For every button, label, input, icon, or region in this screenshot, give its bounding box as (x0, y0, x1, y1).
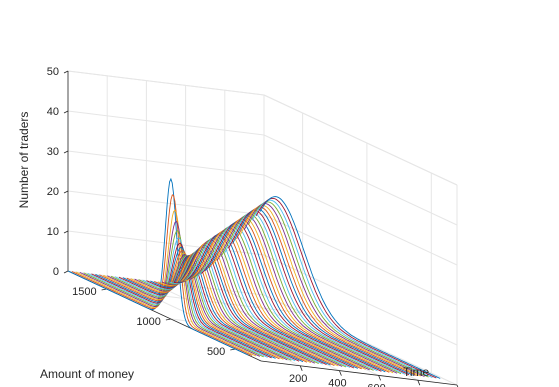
series-curve (181, 230, 362, 370)
z-tick-label: 40 (47, 106, 59, 118)
z-tick-mark (63, 190, 69, 194)
series-curve (114, 255, 296, 362)
gridline (67, 70, 265, 96)
series-curve (247, 201, 429, 378)
gridline (67, 230, 265, 256)
z-tick-mark (63, 230, 69, 234)
series-curve (154, 242, 335, 367)
z-tick-label: 20 (47, 186, 59, 198)
x-tick-label: 400 (328, 378, 346, 387)
z-tick-mark (63, 70, 69, 74)
series-curves (67, 177, 441, 379)
series-curve (126, 253, 308, 363)
x-tick-mark (417, 380, 421, 386)
series-curve (91, 242, 272, 359)
series-curve (107, 254, 288, 361)
y-tick-mark (101, 288, 107, 291)
x-tick-mark (299, 365, 303, 371)
series-curve (79, 220, 261, 357)
gridline (263, 254, 458, 346)
gridline (263, 294, 458, 386)
series-curve (177, 232, 359, 369)
y-tick-label: 500 (207, 346, 225, 358)
gridline (263, 214, 458, 306)
y-tick-mark (165, 318, 171, 321)
series-curve (228, 210, 410, 376)
x-tick-label: 200 (289, 373, 307, 385)
series-curve (161, 239, 343, 367)
series-curve (243, 203, 425, 378)
series-curve (197, 223, 378, 372)
z-tick-mark (63, 150, 69, 154)
x-axis-label: Time (403, 365, 430, 379)
series-curve (193, 225, 374, 371)
series-curve (103, 252, 284, 360)
y-axis-label: Amount of money (40, 367, 134, 381)
z-axis-label: Number of traders (17, 112, 31, 209)
tick-labels: 20040060080010005001000150001020304050 (47, 66, 386, 387)
series-curve (259, 196, 441, 379)
y-tick-label: 1500 (72, 286, 96, 298)
series-curve (130, 252, 312, 364)
gridline (263, 134, 458, 226)
gridline (263, 94, 458, 186)
series-curve (75, 209, 257, 357)
z-tick-mark (63, 110, 69, 114)
series-curve (118, 255, 300, 362)
gridline (263, 174, 458, 266)
series-curve (189, 227, 370, 371)
x-axis-line (260, 360, 458, 386)
z-tick-mark (63, 270, 69, 274)
grid-layer (67, 70, 458, 386)
x-tick-mark (339, 370, 342, 376)
z-tick-label: 50 (47, 66, 59, 78)
series-curve (87, 237, 268, 358)
series-curve (134, 251, 315, 364)
gridline (67, 150, 265, 176)
z-tick-label: 0 (53, 266, 59, 278)
series-curve (83, 230, 264, 358)
series-curve (169, 236, 351, 368)
series-curve (236, 206, 417, 377)
z-tick-label: 10 (47, 226, 59, 238)
series-curve (240, 204, 421, 377)
series-curve (185, 229, 366, 370)
series-curve (157, 241, 339, 367)
z-tick-label: 30 (47, 146, 59, 158)
series-curve (138, 249, 319, 365)
y-tick-mark (230, 348, 236, 351)
series-curve (110, 255, 292, 361)
y-tick-label: 1000 (136, 316, 160, 328)
gridline (67, 190, 265, 216)
series-curve (232, 208, 413, 376)
series-curve (122, 254, 304, 363)
x-tick-label: 600 (367, 382, 385, 387)
series-curve (165, 237, 347, 368)
series-curve (142, 248, 323, 365)
series-curve (255, 197, 437, 379)
x-tick-mark (378, 375, 381, 381)
x-tick-mark (456, 384, 459, 387)
series-curve (251, 199, 433, 379)
series-curve (173, 234, 355, 369)
gridline (67, 110, 265, 136)
series-curve (201, 222, 382, 372)
